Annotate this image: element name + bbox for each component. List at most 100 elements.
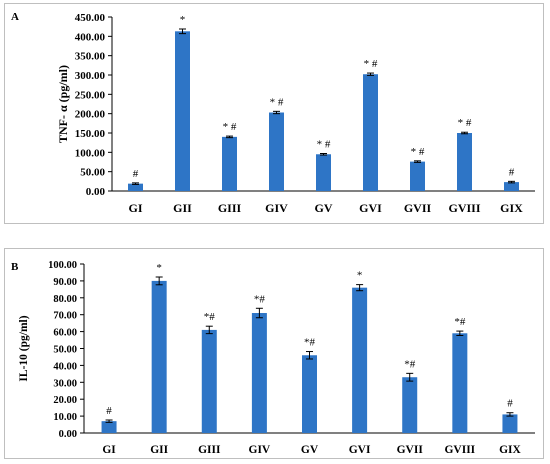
category-label-gvii: GVII: [397, 444, 424, 456]
error-bar-gvi: [367, 72, 374, 76]
y-tick-label: 400.00: [75, 31, 106, 43]
bar-gvi: [363, 74, 378, 191]
error-bar-gv: [320, 152, 327, 156]
significance-label-giii: *#: [204, 311, 216, 323]
il10-bar-chart: B 0.00 10.00 20.00 30.00 40.00 50.00 60.00 70.0…: [11, 260, 535, 456]
significance-label-gix: #: [507, 398, 513, 410]
error-bar-gviii: [456, 330, 464, 336]
bar-giv: [269, 112, 284, 191]
significance-label-gviii: * #: [458, 117, 472, 129]
error-bar-giii: [226, 135, 233, 139]
error-bar-giii: [205, 325, 213, 335]
y-tick-label: 50.00: [80, 167, 105, 179]
significance-label-gvi: *: [357, 270, 363, 282]
category-label-giii: GIII: [218, 201, 242, 215]
category-label-gvii: GVII: [404, 201, 432, 215]
tnf-alpha-bar-chart: A 0.00 50.00 100.00 150.00 200.00 250.00 300.0…: [11, 11, 535, 215]
error-bar-giv: [273, 110, 280, 115]
y-tick-label: 200.00: [75, 109, 106, 121]
bar-gix: [502, 414, 518, 433]
significance-label-gi: #: [106, 405, 112, 417]
error-bar-gvi: [356, 284, 364, 292]
bar-gv: [302, 355, 317, 433]
y-tick-label: 100.00: [48, 260, 77, 271]
significance-label-gii: *: [180, 14, 186, 26]
bar-gviii: [457, 133, 472, 191]
significance-label-gv: * #: [317, 138, 331, 150]
y-axis-title: TNF- α (pg/ml): [56, 65, 70, 143]
category-label-gii: GII: [150, 444, 168, 456]
panel-letter-b: B: [11, 261, 19, 273]
error-bar-gvii: [406, 372, 414, 382]
bar-gii: [151, 280, 167, 433]
bar-gvii: [410, 161, 425, 191]
category-label-gv: GV: [315, 201, 333, 215]
category-label-gvi: GVI: [359, 201, 382, 215]
y-tick-label: 0.00: [86, 186, 106, 198]
error-bar-gix: [506, 412, 514, 417]
significance-label-gvii: *#: [404, 358, 416, 370]
bar-gv: [316, 154, 331, 191]
y-tick-label: 90.00: [53, 277, 77, 288]
bar-gvii: [402, 377, 418, 433]
bar-gi: [128, 183, 143, 191]
y-tick-label: 0.00: [59, 429, 77, 440]
significance-label-giv: *#: [254, 293, 266, 305]
y-tick-label: 150.00: [75, 128, 106, 140]
error-bar-gv: [306, 351, 313, 360]
significance-label-gvii: * #: [411, 146, 425, 158]
bar-giv: [251, 313, 267, 433]
error-bar-gviii: [461, 131, 468, 135]
error-bar-gii: [155, 276, 163, 286]
y-tick-label: 60.00: [53, 328, 77, 339]
chart-panel-b: B 0.00 10.00 20.00 30.00 40.00 50.00 60.00 70.0…: [4, 248, 544, 459]
category-label-gv: GV: [301, 444, 319, 456]
bar-gii: [175, 31, 190, 191]
panel-letter-a: A: [11, 11, 19, 23]
significance-label-gvi: * #: [364, 58, 378, 70]
chart-panel-a: A 0.00 50.00 100.00 150.00 200.00 250.00 300.0…: [4, 3, 544, 224]
bar-giii: [222, 136, 237, 191]
y-tick-label: 450.00: [75, 12, 106, 24]
category-label-giii: GIII: [198, 444, 221, 456]
y-tick-label: 30.00: [53, 378, 77, 389]
category-label-gviii: GVIII: [444, 444, 475, 456]
category-label-gii: GII: [173, 201, 192, 215]
error-bar-gi: [132, 182, 139, 185]
y-tick-label: 100.00: [75, 147, 106, 159]
y-tick-label: 20.00: [53, 395, 77, 406]
category-label-giv: GIV: [249, 444, 271, 456]
bar-gi: [101, 421, 117, 433]
bar-gvi: [352, 287, 368, 433]
category-label-gvi: GVI: [349, 444, 371, 456]
error-bar-gvii: [414, 160, 421, 163]
y-tick-label: 80.00: [53, 294, 77, 305]
y-tick-label: 10.00: [53, 412, 77, 423]
y-tick-label: 50.00: [53, 345, 77, 356]
bar-gviii: [452, 333, 468, 433]
significance-label-gv: *#: [304, 337, 316, 349]
bar-gix: [504, 182, 519, 191]
significance-label-giv: * #: [270, 96, 284, 108]
category-label-gix: GIX: [500, 201, 523, 215]
significance-label-gi: #: [133, 168, 139, 180]
y-tick-label: 300.00: [75, 70, 106, 82]
error-bar-gi: [105, 419, 113, 423]
significance-label-gii: *: [156, 262, 162, 274]
y-tick-label: 250.00: [75, 89, 106, 101]
significance-label-gviii: *#: [454, 316, 466, 328]
error-bar-gii: [179, 28, 186, 35]
y-tick-label: 350.00: [75, 51, 106, 63]
error-bar-gix: [508, 180, 515, 184]
significance-label-gix: #: [509, 166, 515, 178]
category-label-gix: GIX: [499, 444, 521, 456]
category-label-gi: GI: [128, 201, 142, 215]
category-label-gviii: GVIII: [448, 201, 480, 215]
significance-label-giii: * #: [223, 121, 237, 133]
error-bar-giv: [255, 307, 263, 319]
y-tick-label: 40.00: [53, 361, 77, 372]
bar-giii: [201, 329, 217, 433]
y-tick-label: 70.00: [53, 311, 77, 322]
y-axis-title: IL-10 (pg/ml): [18, 315, 30, 381]
category-label-gi: GI: [102, 444, 116, 456]
